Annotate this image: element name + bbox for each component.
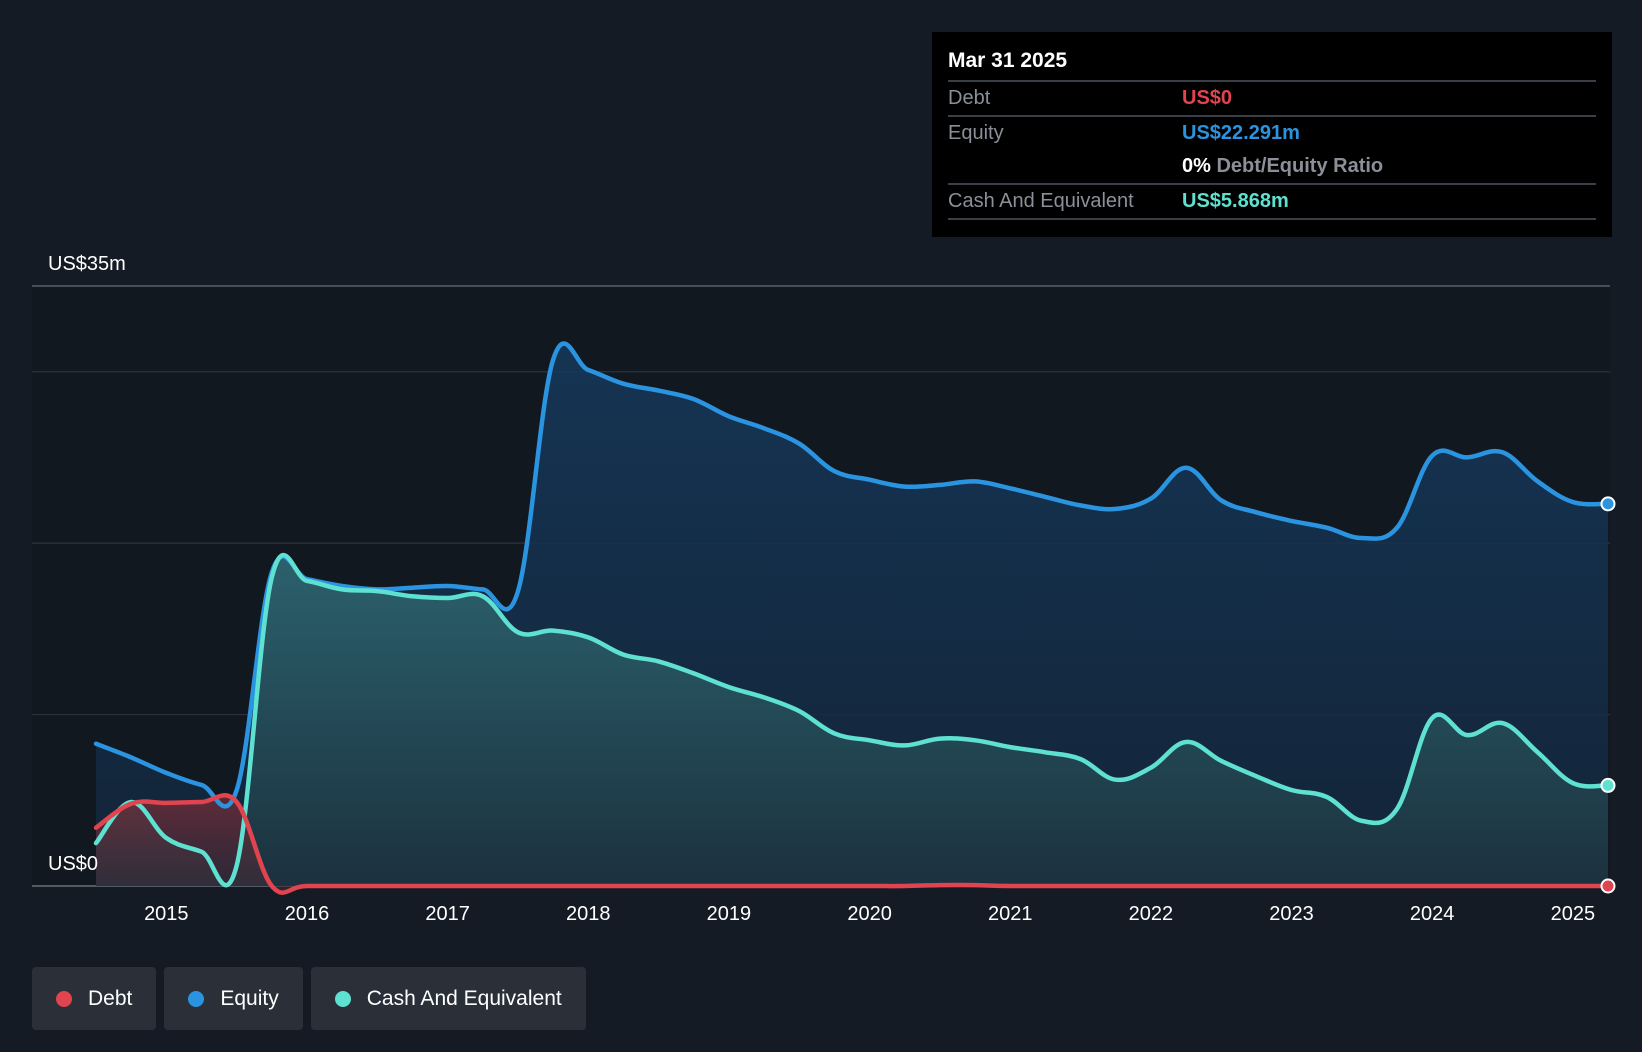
x-axis: 2015 2016 2017 2018 2019 2020 2021 2022 2023 2024… [144, 903, 1595, 925]
legend: Debt Equity Cash And Equivalent [32, 967, 586, 1030]
x-tick-2016: 2016 [285, 903, 330, 925]
cash-and-equivalent-line [93, 553, 1611, 888]
tooltip-equity-value: US$22.291m [1182, 122, 1300, 144]
tooltip-debt-label: Debt [948, 87, 991, 109]
cash-and-equivalent-endpoint[interactable] [1600, 777, 1616, 793]
legend-item-equity[interactable]: Equity [164, 967, 303, 1030]
tooltip-ratio-label: Debt/Equity Ratio [1216, 155, 1384, 177]
legend-item-debt[interactable]: Debt [32, 967, 157, 1030]
tooltip-row-equity: Equity US$22.291m [948, 117, 1596, 150]
x-tick-2018: 2018 [566, 903, 611, 925]
x-tick-2021: 2021 [988, 903, 1033, 925]
x-tick-2019: 2019 [707, 903, 752, 925]
x-tick-2015: 2015 [144, 903, 189, 925]
equity-dot-icon [188, 990, 205, 1007]
x-tick-2020: 2020 [847, 903, 892, 925]
cash-and-equivalent-area [96, 555, 1608, 886]
legend-label-equity: Equity [220, 986, 279, 1010]
x-tick-2022: 2022 [1129, 903, 1174, 925]
x-tick-2024: 2024 [1410, 903, 1455, 925]
debt-area [96, 795, 1608, 893]
debt-line [93, 793, 1611, 895]
tooltip-row-ratio: 0% Debt/Equity Ratio [948, 150, 1596, 185]
equity-endpoint[interactable] [1600, 496, 1616, 512]
y-label-top: US$35m [48, 253, 126, 275]
series-lines [93, 341, 1616, 895]
x-tick-2017: 2017 [425, 903, 470, 925]
tooltip-equity-label: Equity [948, 122, 1004, 144]
series-areas [96, 343, 1608, 893]
tooltip: Mar 31 2025 Debt US$0 Equity US$22.291m … [932, 32, 1612, 237]
tooltip-ratio: 0% Debt/Equity Ratio [1182, 150, 1383, 183]
debt-dot-icon [56, 990, 72, 1007]
tooltip-cash-label: Cash And Equivalent [948, 190, 1134, 212]
legend-item-cash[interactable]: Cash And Equivalent [310, 967, 586, 1030]
debt-endpoint[interactable] [1600, 878, 1616, 894]
tooltip-ratio-pct: 0% [1182, 155, 1211, 177]
legend-label-debt: Debt [88, 986, 133, 1010]
equity-line [93, 341, 1611, 809]
y-label-bottom: US$0 [48, 853, 98, 875]
tooltip-debt-value: US$0 [1182, 87, 1233, 109]
tooltip-row-cash: Cash And Equivalent US$5.868m [948, 185, 1596, 220]
legend-label-cash: Cash And Equivalent [366, 986, 562, 1010]
x-tick-2025: 2025 [1551, 903, 1596, 925]
tooltip-date: Mar 31 2025 [948, 44, 1596, 82]
tooltip-cash-value: US$5.868m [1182, 190, 1289, 212]
tooltip-row-debt: Debt US$0 [948, 82, 1596, 117]
x-tick-2023: 2023 [1269, 903, 1314, 925]
cash-dot-icon [334, 990, 351, 1007]
